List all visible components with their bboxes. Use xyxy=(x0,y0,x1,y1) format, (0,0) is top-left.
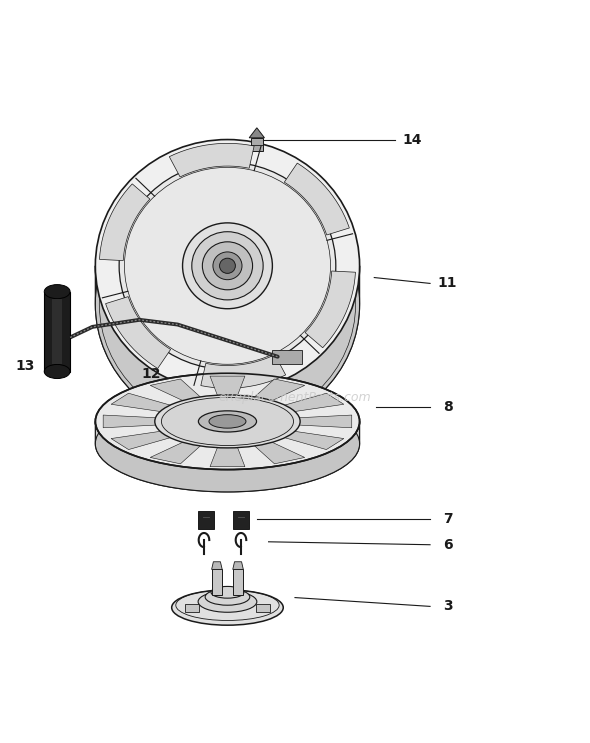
Polygon shape xyxy=(272,350,301,364)
Ellipse shape xyxy=(44,285,70,299)
Ellipse shape xyxy=(209,415,246,428)
Polygon shape xyxy=(281,431,344,450)
Polygon shape xyxy=(212,569,222,594)
Text: eReplacementParts.com: eReplacementParts.com xyxy=(219,392,371,404)
Ellipse shape xyxy=(96,373,359,470)
Polygon shape xyxy=(212,562,222,569)
Ellipse shape xyxy=(119,162,336,369)
Polygon shape xyxy=(96,266,359,430)
Polygon shape xyxy=(150,441,202,464)
Polygon shape xyxy=(169,143,254,177)
Text: 14: 14 xyxy=(403,132,422,146)
Ellipse shape xyxy=(96,140,359,392)
Polygon shape xyxy=(253,441,305,464)
Polygon shape xyxy=(150,379,202,402)
Ellipse shape xyxy=(205,588,250,606)
Ellipse shape xyxy=(44,365,70,378)
Ellipse shape xyxy=(213,252,242,279)
Text: 11: 11 xyxy=(438,276,457,291)
Polygon shape xyxy=(210,376,245,397)
Polygon shape xyxy=(96,421,359,492)
Polygon shape xyxy=(201,354,286,389)
Text: 7: 7 xyxy=(443,513,453,527)
Polygon shape xyxy=(296,415,352,428)
Polygon shape xyxy=(53,299,62,364)
Ellipse shape xyxy=(155,395,300,448)
Polygon shape xyxy=(106,296,171,369)
Text: 6: 6 xyxy=(443,538,453,552)
Text: 13: 13 xyxy=(15,359,35,373)
Polygon shape xyxy=(251,137,263,152)
Ellipse shape xyxy=(192,232,263,300)
Polygon shape xyxy=(281,393,344,412)
Polygon shape xyxy=(232,562,243,569)
Polygon shape xyxy=(255,604,270,611)
Polygon shape xyxy=(185,604,199,611)
Ellipse shape xyxy=(96,395,359,492)
Ellipse shape xyxy=(162,398,294,446)
Ellipse shape xyxy=(182,223,273,309)
Polygon shape xyxy=(249,128,264,137)
Polygon shape xyxy=(198,510,214,530)
Polygon shape xyxy=(111,393,173,412)
Polygon shape xyxy=(305,271,355,348)
Ellipse shape xyxy=(172,590,283,625)
Ellipse shape xyxy=(202,241,253,290)
Polygon shape xyxy=(111,431,173,450)
Ellipse shape xyxy=(219,259,235,273)
Ellipse shape xyxy=(96,178,359,430)
Ellipse shape xyxy=(211,586,244,598)
Polygon shape xyxy=(210,447,245,467)
Polygon shape xyxy=(232,569,243,594)
Polygon shape xyxy=(232,510,249,530)
Text: 8: 8 xyxy=(443,400,453,414)
Polygon shape xyxy=(232,304,254,319)
Text: 3: 3 xyxy=(443,600,453,614)
Ellipse shape xyxy=(198,591,257,612)
Text: 12: 12 xyxy=(142,368,161,381)
Polygon shape xyxy=(284,163,349,235)
Polygon shape xyxy=(44,292,70,372)
Polygon shape xyxy=(103,415,159,428)
Polygon shape xyxy=(253,379,305,402)
Polygon shape xyxy=(100,184,150,261)
Ellipse shape xyxy=(198,411,257,432)
